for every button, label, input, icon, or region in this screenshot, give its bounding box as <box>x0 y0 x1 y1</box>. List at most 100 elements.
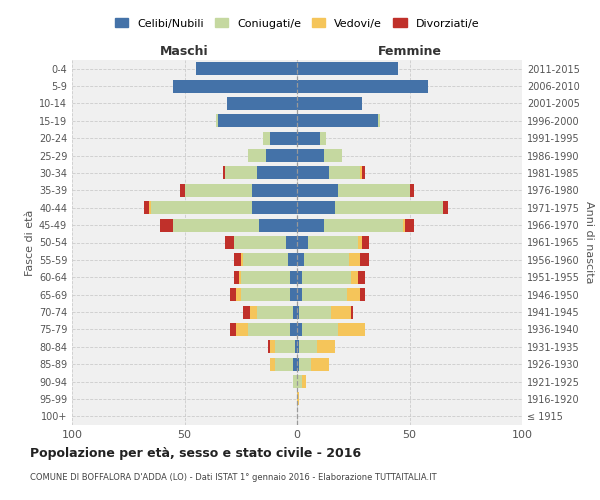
Bar <box>331 306 351 318</box>
Bar <box>248 323 290 336</box>
Bar <box>304 254 349 266</box>
Bar <box>223 166 225 179</box>
Bar <box>225 236 234 249</box>
Bar <box>151 201 252 214</box>
Bar <box>268 340 270 353</box>
Bar <box>241 270 290 284</box>
Bar <box>250 306 257 318</box>
Bar <box>248 149 265 162</box>
Bar <box>351 306 353 318</box>
Bar <box>299 306 331 318</box>
Bar <box>302 375 306 388</box>
Bar <box>297 80 427 92</box>
Bar <box>216 114 218 128</box>
Bar <box>241 288 290 301</box>
Bar <box>297 149 324 162</box>
Bar <box>337 323 365 336</box>
Bar <box>360 254 369 266</box>
Bar <box>405 218 414 232</box>
Bar <box>311 358 329 370</box>
Bar <box>243 254 288 266</box>
Bar <box>297 236 308 249</box>
Bar <box>236 323 248 336</box>
Legend: Celibi/Nubili, Coniugati/e, Vedovi/e, Divorziati/e: Celibi/Nubili, Coniugati/e, Vedovi/e, Di… <box>115 18 479 28</box>
Bar <box>297 340 299 353</box>
Bar <box>297 288 302 301</box>
Bar <box>160 218 173 232</box>
Bar <box>337 184 409 197</box>
Text: Maschi: Maschi <box>160 46 209 59</box>
Bar <box>347 288 360 301</box>
Bar <box>358 236 362 249</box>
Bar <box>173 218 259 232</box>
Bar <box>297 62 398 75</box>
Bar <box>257 166 297 179</box>
Bar <box>293 358 297 370</box>
Bar <box>293 375 297 388</box>
Bar <box>234 236 286 249</box>
Bar <box>270 358 275 370</box>
Bar <box>173 80 297 92</box>
Bar <box>299 358 311 370</box>
Bar <box>297 201 335 214</box>
Bar <box>297 358 299 370</box>
Bar <box>290 270 297 284</box>
Bar <box>297 184 337 197</box>
Bar <box>358 270 365 284</box>
Bar <box>297 254 304 266</box>
Bar <box>270 340 275 353</box>
Bar <box>270 132 297 144</box>
Bar <box>290 323 297 336</box>
Bar <box>302 288 347 301</box>
Bar <box>302 323 337 336</box>
Bar <box>360 288 365 301</box>
Bar <box>320 132 326 144</box>
Bar <box>229 323 236 336</box>
Bar <box>144 201 149 214</box>
Bar <box>403 218 405 232</box>
Bar <box>297 306 299 318</box>
Bar <box>297 375 302 388</box>
Bar <box>288 254 297 266</box>
Bar <box>218 114 297 128</box>
Bar <box>324 149 342 162</box>
Bar <box>362 236 369 249</box>
Bar <box>286 236 297 249</box>
Bar <box>297 114 378 128</box>
Bar <box>239 270 241 284</box>
Bar <box>263 132 270 144</box>
Bar <box>275 358 293 370</box>
Bar <box>149 201 151 214</box>
Bar <box>297 323 302 336</box>
Bar <box>196 62 297 75</box>
Bar <box>241 254 243 266</box>
Bar <box>329 166 360 179</box>
Bar <box>234 270 239 284</box>
Bar <box>378 114 380 128</box>
Bar <box>227 97 297 110</box>
Y-axis label: Anni di nascita: Anni di nascita <box>584 201 594 284</box>
Bar <box>252 201 297 214</box>
Bar <box>302 270 351 284</box>
Bar <box>243 306 250 318</box>
Bar <box>297 392 299 406</box>
Bar <box>297 97 362 110</box>
Bar <box>265 149 297 162</box>
Bar <box>308 236 358 249</box>
Bar <box>443 201 448 214</box>
Bar <box>234 254 241 266</box>
Bar <box>297 218 324 232</box>
Bar <box>185 184 252 197</box>
Bar <box>229 288 236 301</box>
Bar <box>297 132 320 144</box>
Bar <box>293 306 297 318</box>
Bar <box>180 184 185 197</box>
Bar <box>236 288 241 301</box>
Bar <box>324 218 403 232</box>
Bar <box>297 166 329 179</box>
Bar <box>362 166 365 179</box>
Bar <box>259 218 297 232</box>
Bar <box>297 270 302 284</box>
Bar <box>295 340 297 353</box>
Bar <box>317 340 335 353</box>
